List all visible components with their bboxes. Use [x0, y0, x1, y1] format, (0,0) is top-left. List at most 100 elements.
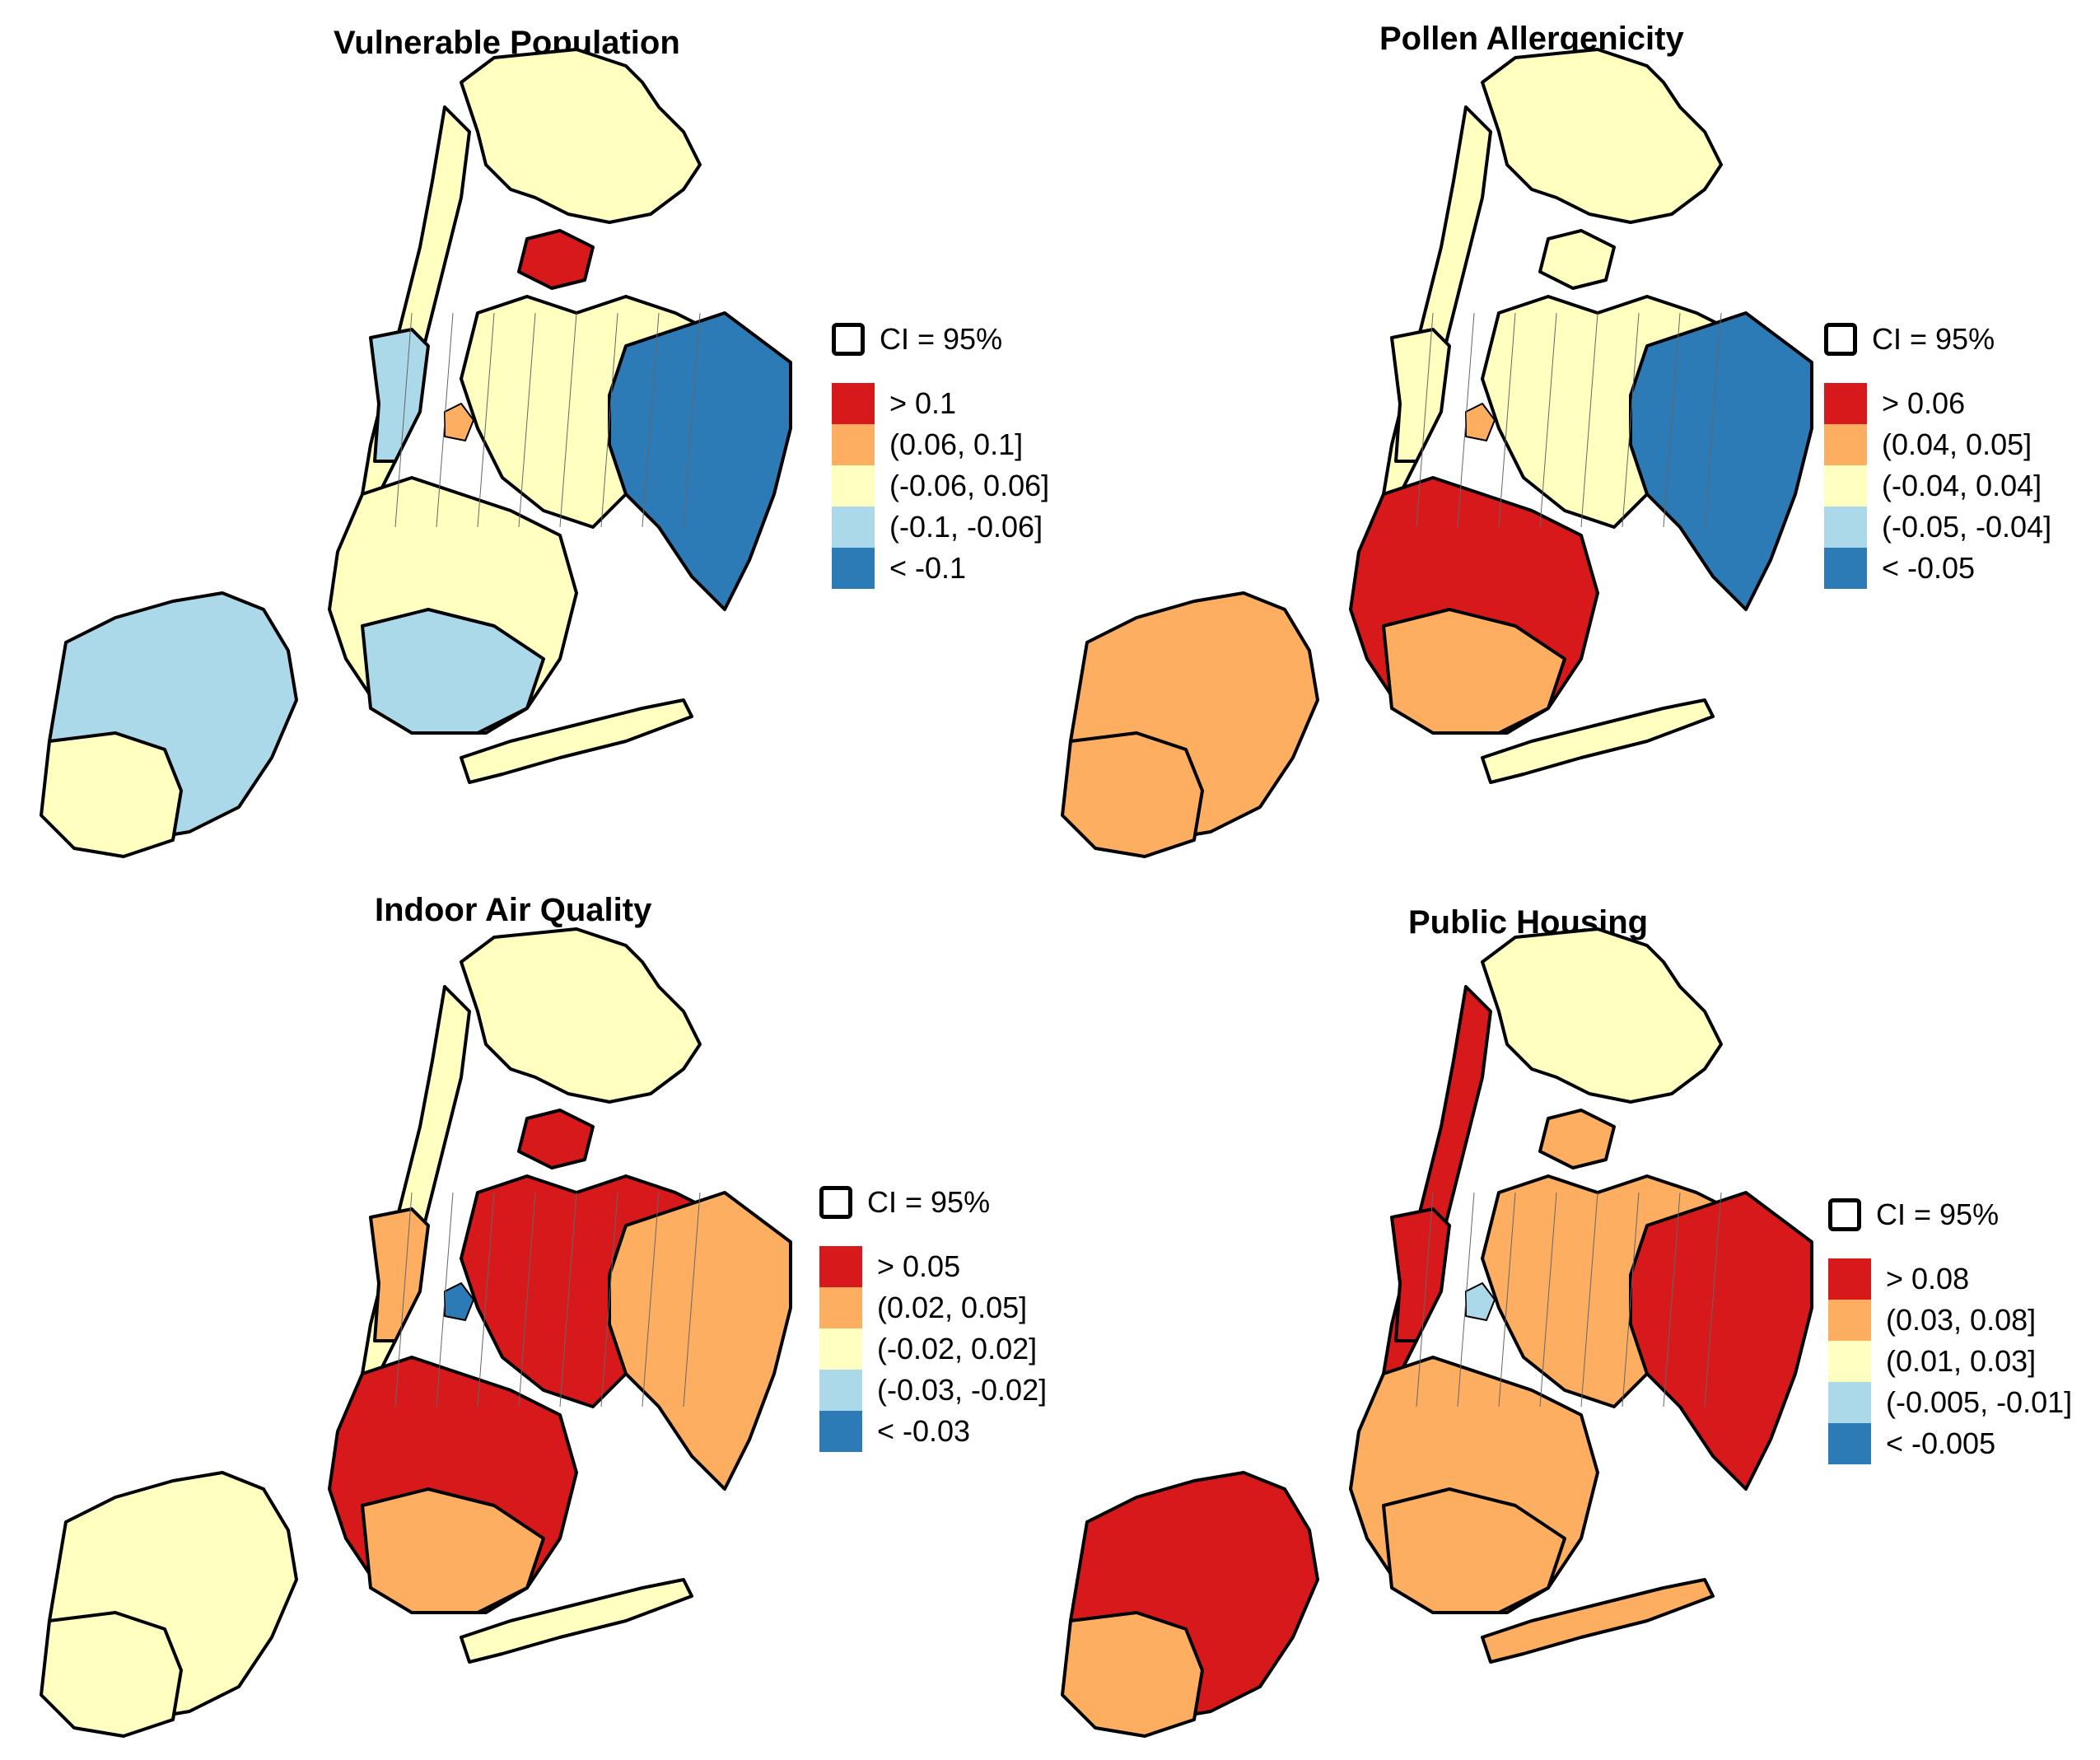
neighborhood-boundary — [436, 312, 454, 528]
legend-row: > 0.1 — [832, 383, 956, 424]
region-manhattan-mid — [369, 328, 430, 463]
legend-swatch — [1828, 1423, 1871, 1464]
neighborhood-boundary — [518, 1192, 536, 1408]
legend-row: (0.06, 0.1] — [832, 424, 1023, 465]
legend-label: (0.02, 0.05] — [877, 1291, 1028, 1324]
region-bronx — [1481, 48, 1723, 224]
legend-row: (-0.05, -0.04] — [1824, 507, 2051, 548]
neighborhood-boundary — [518, 312, 536, 528]
legend-row: (0.02, 0.05] — [819, 1287, 1027, 1328]
legend-swatch — [819, 1370, 862, 1411]
neighborhood-boundary — [1539, 312, 1557, 528]
legend-row: (0.04, 0.05] — [1824, 424, 2032, 465]
neighborhood-boundary — [394, 1192, 413, 1408]
legend-label: < -0.03 — [877, 1414, 971, 1448]
neighborhood-boundary — [477, 312, 495, 528]
nyc-map — [1061, 48, 1813, 858]
region-accent — [444, 1282, 474, 1321]
legend-swatch — [1824, 465, 1867, 507]
legend-swatch — [832, 424, 875, 465]
legend-row: (-0.005, -0.01] — [1828, 1382, 2072, 1423]
ci-legend-row: CI = 95% — [832, 321, 1002, 357]
legend-swatch — [832, 507, 875, 548]
legend-row: > 0.08 — [1828, 1258, 1969, 1300]
neighborhood-boundary — [1704, 312, 1722, 528]
ci-box — [1824, 323, 1857, 356]
region-staten-south — [40, 731, 183, 858]
legend-label: (-0.06, 0.06] — [889, 469, 1050, 502]
legend-swatch — [832, 548, 875, 589]
nyc-map — [1061, 927, 1813, 1738]
region-queens-east — [608, 1191, 792, 1491]
legend-label: > 0.05 — [877, 1249, 961, 1283]
ci-legend-row: CI = 95% — [1824, 321, 1995, 357]
legend-swatch — [832, 465, 875, 507]
region-manhattan-mid — [369, 1207, 430, 1342]
legend-swatch — [1824, 424, 1867, 465]
legend-label: > 0.1 — [889, 386, 957, 420]
neighborhood-boundary — [600, 1192, 618, 1408]
legend-label: (-0.04, 0.04] — [1882, 469, 2042, 502]
neighborhood-boundary — [559, 312, 577, 528]
legend-swatch — [1828, 1258, 1871, 1300]
region-accent — [1465, 403, 1496, 441]
legend-label: (0.01, 0.03] — [1886, 1344, 2037, 1378]
panel-public-housing: Public Housing CI = 95% > 0.08 (0.03, 0.… — [1013, 880, 2072, 1759]
neighborhood-boundary — [559, 1192, 577, 1408]
legend-swatch — [1824, 383, 1867, 424]
panel-vulnerable-population: Vulnerable Population CI = 95% > 0.1 (0.… — [0, 0, 1050, 880]
legend-row: (0.03, 0.08] — [1828, 1300, 2036, 1341]
legend-swatch — [819, 1246, 862, 1287]
ci-box — [832, 323, 865, 356]
legend-label: (0.04, 0.05] — [1882, 427, 2032, 461]
neighborhood-boundary — [1704, 1192, 1722, 1408]
legend-swatch — [1828, 1300, 1871, 1341]
legend-swatch — [819, 1328, 862, 1370]
legend-row: (-0.04, 0.04] — [1824, 465, 2042, 507]
neighborhood-boundary — [1498, 1192, 1516, 1408]
legend-swatch — [1828, 1341, 1871, 1382]
legend-swatch — [819, 1287, 862, 1328]
neighborhood-boundary — [1416, 1192, 1434, 1408]
region-staten-south — [1061, 731, 1204, 858]
panel-pollen-allergenicity: Pollen Allergenicity CI = 95% > 0.06 (0.… — [1013, 0, 2063, 880]
legend-row: < -0.005 — [1828, 1423, 1995, 1464]
region-accent — [444, 403, 474, 441]
region-rockaway — [1481, 1578, 1715, 1664]
legend-row: > 0.05 — [819, 1246, 960, 1287]
region-brooklyn-south — [1382, 1487, 1566, 1614]
neighborhood-boundary — [683, 312, 701, 528]
region-brooklyn-south — [1382, 608, 1566, 735]
legend-row: (-0.02, 0.02] — [819, 1328, 1037, 1370]
legend-swatch — [832, 383, 875, 424]
ci-label: CI = 95% — [1872, 322, 1995, 356]
region-staten-south — [1061, 1611, 1204, 1738]
region-queens-east — [1629, 1191, 1813, 1491]
region-bronx — [1481, 927, 1723, 1104]
region-queens-east — [608, 311, 792, 611]
region-manhattan-mid — [1390, 1207, 1451, 1342]
neighborhood-boundary — [642, 1192, 660, 1408]
legend-row: (0.01, 0.03] — [1828, 1341, 2036, 1382]
neighborhood-boundary — [642, 312, 660, 528]
region-bronx-south — [1538, 1109, 1616, 1169]
neighborhood-boundary — [1663, 312, 1681, 528]
region-bronx — [460, 927, 702, 1104]
legend-swatch — [1828, 1382, 1871, 1423]
legend-row: (-0.1, -0.06] — [832, 507, 1043, 548]
region-accent — [1465, 1282, 1496, 1321]
legend-row: (-0.03, -0.02] — [819, 1370, 1047, 1411]
ci-box — [1828, 1198, 1861, 1231]
panel-indoor-air-quality: Indoor Air Quality CI = 95% > 0.05 (0.02… — [0, 880, 1050, 1759]
region-rockaway — [460, 1578, 693, 1664]
region-bronx-south — [517, 229, 595, 290]
ci-label: CI = 95% — [880, 322, 1003, 356]
nyc-map — [40, 927, 792, 1738]
legend-row: < -0.03 — [819, 1411, 970, 1452]
ci-box — [819, 1186, 852, 1219]
panel-title: Pollen Allergenicity — [1379, 21, 1684, 57]
neighborhood-boundary — [1457, 1192, 1475, 1408]
region-brooklyn-south — [361, 1487, 545, 1614]
legend-label: < -0.1 — [889, 551, 967, 585]
legend-label: (-0.02, 0.02] — [877, 1332, 1038, 1366]
